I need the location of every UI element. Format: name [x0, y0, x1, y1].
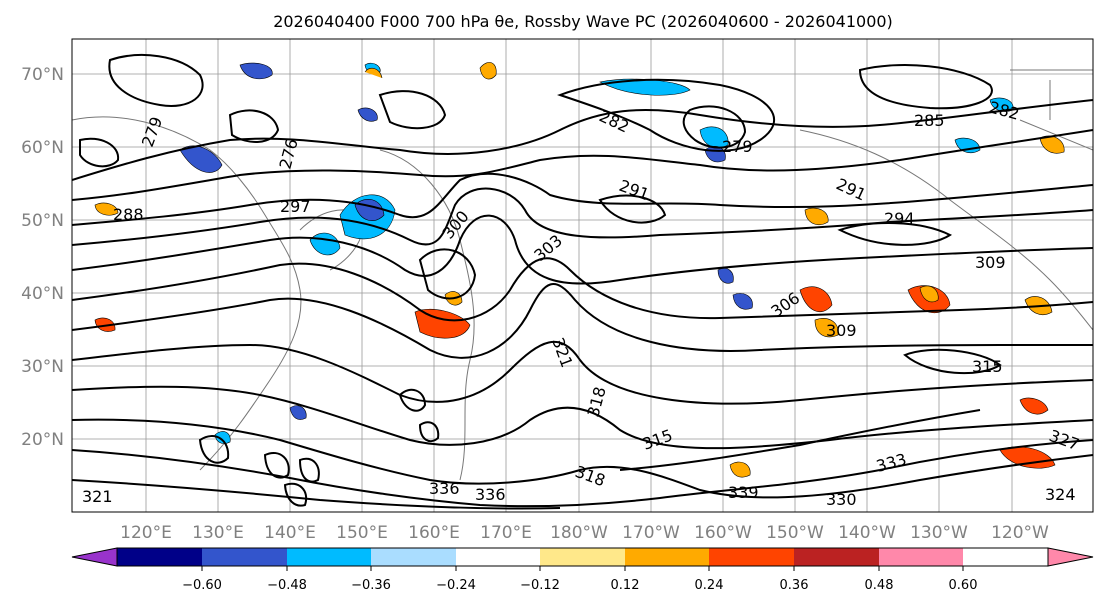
- anomaly-patch: [479, 62, 497, 80]
- lon-label: 160°E: [408, 523, 460, 543]
- colorbar: −0.60 −0.48 −0.36 −0.24 −0.12 0.12 0.24 …: [71, 547, 1094, 593]
- anomaly-patch: [799, 286, 833, 313]
- lon-label: 170°E: [480, 523, 532, 543]
- map-background: [72, 39, 1093, 512]
- colorbar-segment: [287, 548, 371, 566]
- anomaly-patch: [414, 308, 471, 339]
- lon-label: 130°E: [192, 523, 244, 543]
- lat-label: 50°N: [21, 211, 64, 231]
- colorbar-tick-label: 0.48: [865, 578, 894, 593]
- colorbar-segment: [794, 548, 879, 566]
- contour-label: 279: [722, 137, 753, 156]
- lon-label: 130°W: [910, 523, 968, 543]
- map-frame: [71, 38, 1094, 513]
- colorbar-tick-label: −0.36: [351, 578, 391, 593]
- anomaly-patch: [364, 67, 383, 79]
- lat-label: 70°N: [21, 65, 64, 85]
- colorbar-tick-label: 0.36: [780, 578, 809, 593]
- anomaly-patch: [699, 126, 729, 149]
- anomaly-patch: [1019, 397, 1049, 415]
- shaded-anomalies: [94, 62, 1065, 478]
- lon-label: 160°W: [694, 523, 752, 543]
- anomaly-patch: [214, 431, 231, 444]
- contour-label: 339: [728, 483, 759, 502]
- contour-label: 336: [475, 485, 506, 504]
- contour-label: 294: [884, 209, 915, 228]
- colorbar-frame: [116, 547, 1049, 567]
- lon-label: 140°E: [264, 523, 316, 543]
- colorbar-segment: [625, 548, 709, 566]
- anomaly-patch: [599, 78, 691, 96]
- longitude-labels: 120°E 130°E 140°E 150°E 160°E 170°E 180°…: [120, 523, 1049, 543]
- contour-label: 309: [975, 253, 1006, 272]
- anomaly-patch: [357, 107, 378, 122]
- lat-label: 60°N: [21, 138, 64, 158]
- anomaly-patch: [732, 293, 753, 310]
- contour-label: 309: [826, 321, 857, 340]
- colorbar-segment: [540, 548, 625, 566]
- map-panel: 282 285 282 279 279 276 288 291 291 294 …: [71, 38, 1094, 513]
- anomaly-patch: [289, 405, 307, 420]
- lon-label: 120°W: [991, 523, 1049, 543]
- colorbar-segment: [709, 548, 794, 566]
- colorbar-ticks: [201, 566, 964, 571]
- colorbar-segment: [879, 548, 963, 566]
- anomaly-patch: [717, 268, 734, 284]
- colorbar-tick-label: −0.12: [520, 578, 560, 593]
- chart-title: 2026040400 F000 700 hPa θe, Rossby Wave …: [273, 12, 893, 31]
- colorbar-tick-label: −0.48: [267, 578, 307, 593]
- colorbar-tick-label: 0.60: [949, 578, 978, 593]
- lon-label: 140°W: [838, 523, 896, 543]
- contour-label: 285: [914, 111, 945, 130]
- colorbar-segment: [963, 548, 1048, 566]
- contour-label: 336: [429, 479, 460, 498]
- lon-label: 150°E: [336, 523, 388, 543]
- contour-label: 321: [82, 487, 113, 506]
- colorbar-extend-min: [71, 547, 118, 567]
- colorbar-segment: [117, 548, 202, 566]
- colorbar-extend-max: [1047, 547, 1094, 567]
- anomaly-patch: [814, 318, 839, 338]
- colorbar-tick-label: 0.24: [695, 578, 724, 593]
- colorbar-tick-label: 0.12: [611, 578, 640, 593]
- colorbar-segment: [202, 548, 287, 566]
- colorbar-segment: [371, 548, 456, 566]
- contour-label: 288: [113, 205, 144, 224]
- theta-e-contours: [72, 54, 1093, 510]
- anomaly-patch: [239, 62, 273, 80]
- lon-label: 150°W: [766, 523, 824, 543]
- anomaly-patch: [804, 207, 829, 225]
- anomaly-patch: [919, 285, 939, 303]
- lat-label: 30°N: [21, 357, 64, 377]
- colorbar-tick-label: −0.60: [182, 578, 222, 593]
- colorbar-tick-label: −0.24: [436, 578, 476, 593]
- coastlines: [72, 69, 1093, 481]
- contour-label: 315: [972, 357, 1003, 376]
- contour-label: 324: [1045, 485, 1076, 504]
- anomaly-patch: [94, 202, 119, 216]
- lat-label: 20°N: [21, 430, 64, 450]
- colorbar-segment: [456, 548, 540, 566]
- latitude-labels: 70°N 60°N 50°N 40°N 30°N 20°N: [21, 65, 64, 450]
- lon-label: 120°E: [120, 523, 172, 543]
- anomaly-patch: [729, 461, 751, 478]
- contour-label: 330: [826, 490, 857, 509]
- lon-label: 170°W: [622, 523, 680, 543]
- lon-label: 180°W: [550, 523, 608, 543]
- lat-label: 40°N: [21, 284, 64, 304]
- contour-label: 297: [280, 197, 311, 216]
